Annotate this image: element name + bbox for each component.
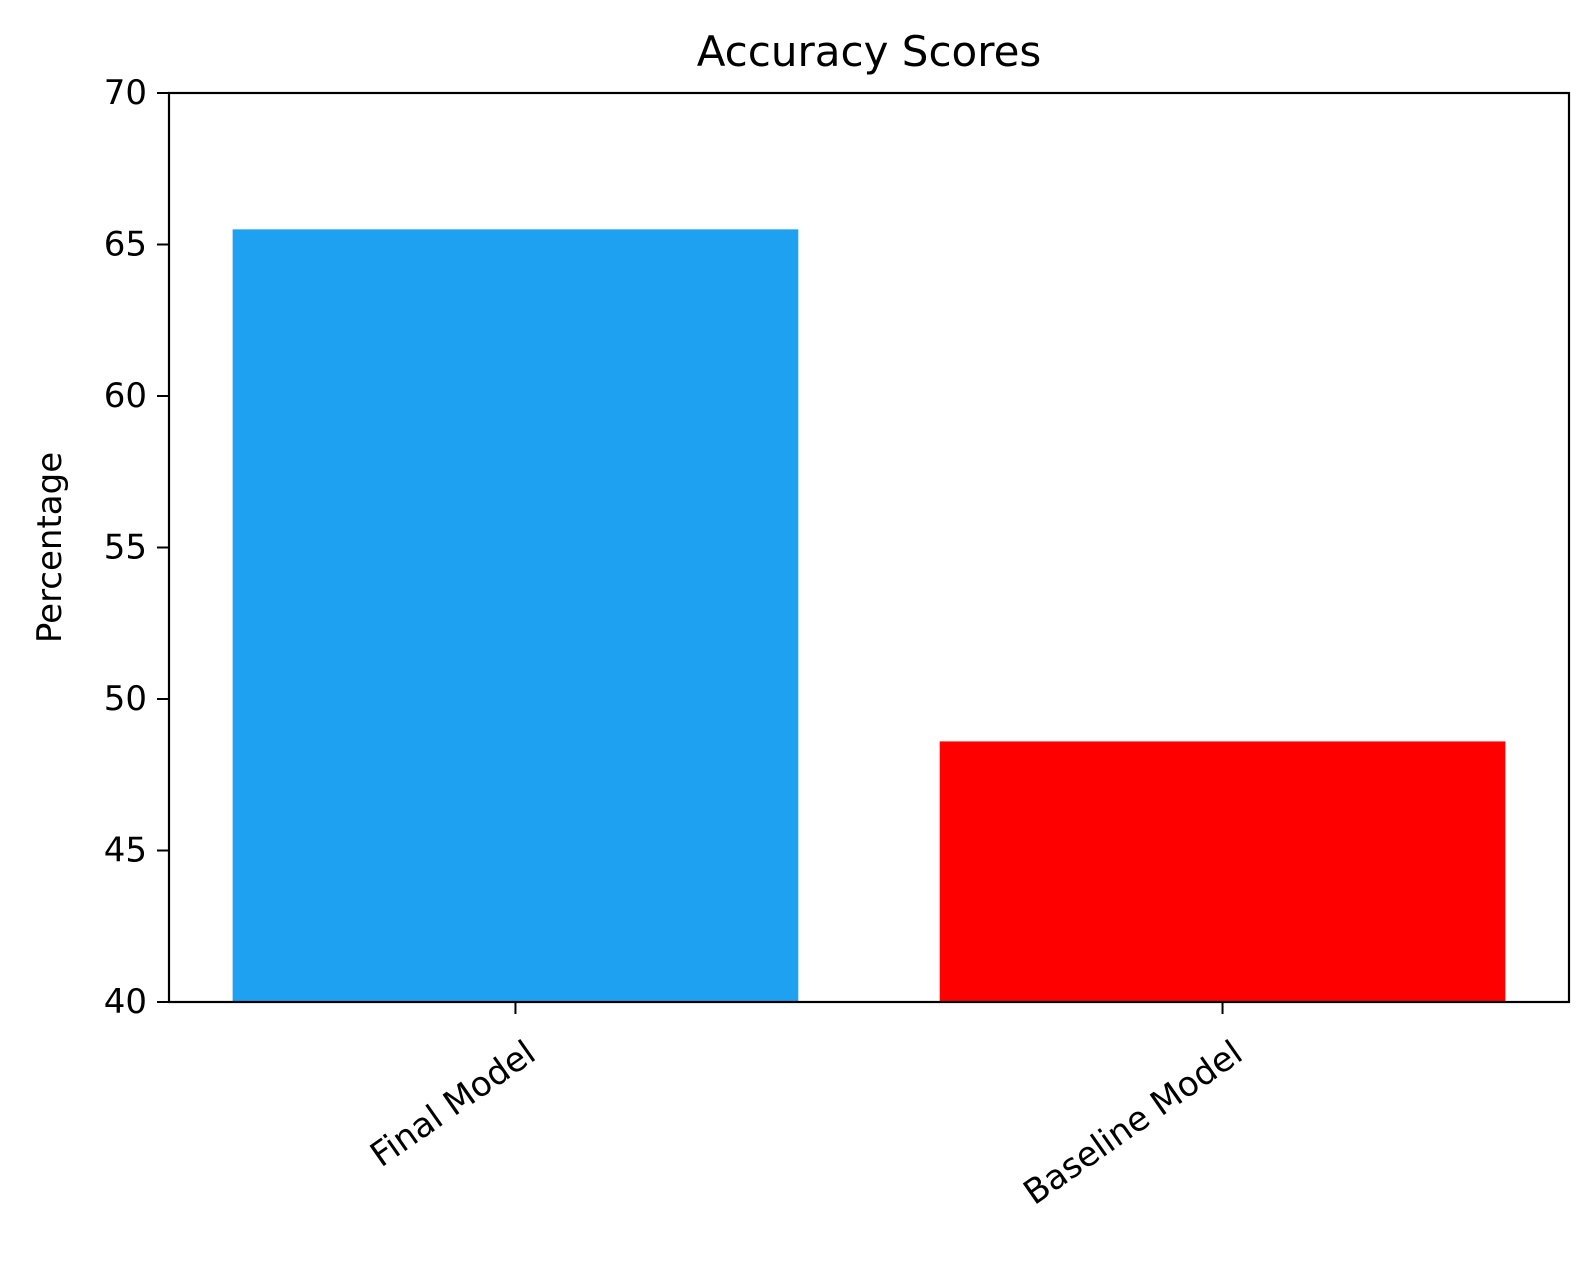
x-axis: Final Model Baseline Model [363, 1002, 1250, 1213]
y-axis: 40 45 50 55 60 65 70 [104, 73, 169, 1022]
y-tick-label: 40 [104, 982, 147, 1022]
y-tick-label: 60 [104, 376, 147, 416]
y-tick-label: 65 [104, 225, 147, 265]
x-category-label: Final Model [363, 1033, 543, 1175]
y-tick-label: 50 [104, 679, 147, 719]
x-category-label: Baseline Model [1016, 1033, 1250, 1213]
bars-layer [232, 229, 1506, 1003]
bar-baseline-model [939, 741, 1506, 1002]
y-tick-label: 55 [104, 528, 147, 568]
y-tick-label: 45 [104, 831, 147, 871]
y-tick-label: 70 [104, 73, 147, 113]
bar-final-model [232, 229, 799, 1003]
y-axis-label: Percentage [30, 452, 70, 643]
chart-title: Accuracy Scores [697, 27, 1042, 76]
